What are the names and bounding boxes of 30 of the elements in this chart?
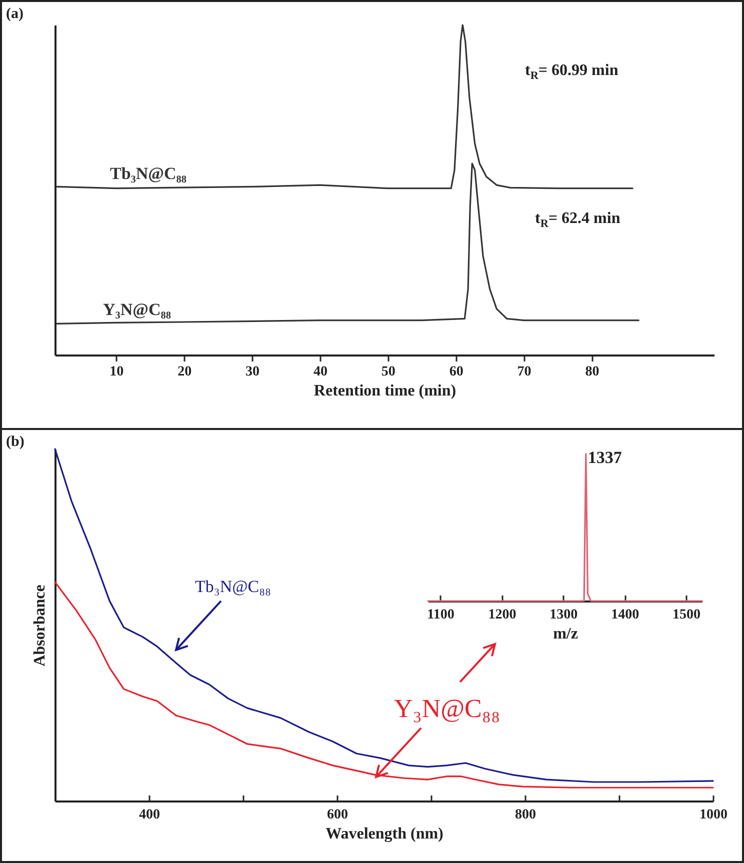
series-label: Tb₃N@C₈₈ [110,164,186,184]
x-tick-label: 30 [246,364,260,380]
chart-title: (b) [6,434,24,450]
y-axis-title: Absorbance [32,584,48,666]
x-tick-label: 1300 [550,608,578,622]
legend-label: Y₃N@C₈₈ [394,694,500,724]
x-tick-label: 80 [585,364,600,380]
x-tick-label: 1100 [427,608,454,622]
x-axis-title: m/z [553,626,578,642]
x-tick-label: 600 [327,808,348,822]
annotation: 1337 [588,448,622,467]
chart-title: (a) [6,6,24,22]
x-tick-label: 40 [313,364,328,380]
x-tick-label: 800 [515,808,536,822]
x-tick-label: 1500 [672,608,701,622]
x-tick-label: 400 [139,808,160,822]
x-tick-label: 60 [449,364,464,380]
x-tick-label: 70 [517,364,532,380]
x-tick-label: 50 [381,364,396,380]
x-tick-label: 1000 [700,808,728,822]
text: Tb₃N@C₈₈ [195,577,271,597]
annotation: t$_{R}$= 60.99 min [525,62,618,82]
series-label: Y₃N@C₈₈ [103,300,171,320]
x-tick-label: 20 [178,364,192,380]
x-tick-label: 10 [110,364,124,380]
annotation: t$_{R}$= 62.4 min [535,210,620,230]
x-tick-label: 1400 [611,608,640,622]
x-axis-title: Retention time (min) [314,382,456,400]
x-tick-label: 1200 [488,608,516,622]
x-axis-title: Wavelength (nm) [326,826,444,842]
